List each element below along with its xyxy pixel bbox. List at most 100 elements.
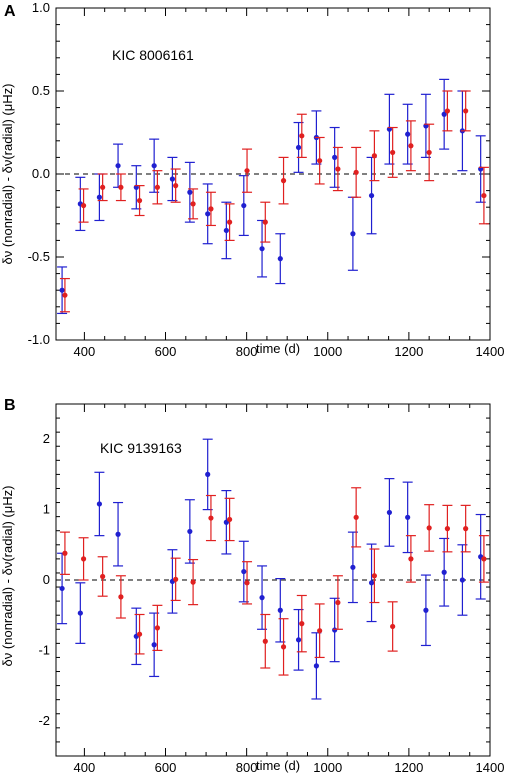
data-point	[481, 192, 487, 199]
data-point	[173, 183, 179, 189]
x-tick-label: 400	[74, 344, 96, 359]
data-point	[62, 292, 68, 298]
data-point	[332, 154, 338, 160]
data-point	[59, 585, 65, 592]
data-point	[187, 528, 193, 535]
data-point	[59, 287, 65, 293]
panel-b-title: KIC 9139163	[100, 440, 182, 456]
data-point	[62, 550, 68, 556]
data-point	[368, 192, 375, 199]
data-point	[295, 637, 302, 643]
y-tick-label: 0.5	[32, 83, 50, 98]
panel-a-title: KIC 8006161	[112, 47, 194, 63]
x-tick-label: 1200	[394, 760, 423, 775]
data-point	[405, 131, 411, 137]
x-tick-label: 400	[74, 760, 96, 775]
data-point	[151, 163, 157, 169]
data-point	[136, 197, 143, 204]
data-point	[368, 580, 375, 586]
data-point	[317, 158, 323, 164]
data-point	[459, 577, 466, 583]
data-point	[317, 628, 323, 634]
data-point	[244, 580, 250, 586]
data-point	[223, 227, 229, 234]
panel-b: B KIC 9139163 time (d) δν (nonradial) - …	[0, 397, 504, 775]
y-tick-label: -2	[38, 713, 50, 728]
data-point	[335, 166, 341, 172]
x-tick-label: 1200	[394, 344, 423, 359]
x-tick-label: 800	[236, 344, 258, 359]
data-point	[405, 514, 411, 520]
y-tick-label: -0.5	[28, 249, 50, 264]
data-point	[241, 568, 247, 575]
data-point	[350, 231, 356, 237]
data-point	[205, 211, 211, 217]
x-tick-label: 1400	[476, 344, 505, 359]
panel-a-xlabel: time (d)	[256, 341, 300, 356]
data-point	[115, 531, 121, 537]
data-point	[208, 515, 214, 521]
data-point	[408, 143, 414, 149]
data-point	[96, 501, 102, 507]
data-point	[173, 576, 179, 582]
data-point	[408, 556, 414, 562]
y-tick-label: 1.0	[32, 0, 50, 15]
y-tick-label: 2	[43, 431, 50, 446]
data-point	[115, 163, 121, 169]
x-tick-label: 600	[155, 344, 177, 359]
data-point	[80, 202, 87, 209]
data-point	[244, 168, 250, 174]
data-point	[190, 201, 196, 207]
data-point	[241, 202, 247, 209]
data-point	[335, 599, 341, 606]
panel-b-ylabel: δν (nonradial) - δν(radial) (μHz)	[0, 486, 15, 667]
panel-b-letter: B	[4, 397, 16, 414]
data-point	[423, 607, 429, 613]
data-point	[295, 144, 302, 151]
data-point	[277, 607, 283, 613]
data-point	[390, 623, 396, 630]
data-point	[190, 579, 196, 585]
data-point	[277, 256, 283, 262]
x-tick-label: 800	[236, 760, 258, 775]
data-point	[426, 149, 432, 156]
data-point	[118, 184, 124, 190]
data-point	[151, 642, 157, 648]
data-point	[350, 564, 356, 570]
x-tick-label: 1000	[313, 344, 342, 359]
data-point	[154, 184, 161, 190]
data-point	[96, 194, 102, 200]
data-point	[299, 621, 305, 627]
data-point	[80, 556, 87, 562]
data-point	[481, 556, 487, 562]
data-point	[463, 108, 469, 114]
data-point	[426, 525, 432, 531]
y-tick-label: -1	[38, 642, 50, 657]
panel-a: A KIC 8006161 time (d) δν (nonradial) - …	[0, 0, 504, 359]
data-point	[227, 516, 233, 523]
data-point	[444, 108, 451, 114]
data-point	[441, 111, 447, 117]
data-point	[154, 625, 161, 631]
data-point	[118, 594, 124, 600]
y-tick-label: 0.0	[32, 166, 50, 181]
data-point	[100, 184, 106, 190]
data-point	[463, 526, 469, 532]
data-point	[371, 573, 378, 579]
data-point	[313, 663, 319, 669]
data-point	[332, 627, 338, 633]
data-point	[205, 471, 211, 477]
y-tick-label: -1.0	[28, 332, 50, 347]
data-point	[299, 133, 305, 139]
data-point	[169, 176, 176, 182]
data-point	[386, 509, 393, 516]
y-tick-label: 1	[43, 502, 50, 517]
x-tick-label: 1000	[313, 760, 342, 775]
data-point	[371, 153, 378, 159]
data-point	[353, 169, 359, 175]
data-point	[262, 638, 268, 644]
panel-b-xlabel: time (d)	[256, 758, 300, 773]
data-point	[280, 644, 287, 650]
data-point	[187, 189, 193, 195]
